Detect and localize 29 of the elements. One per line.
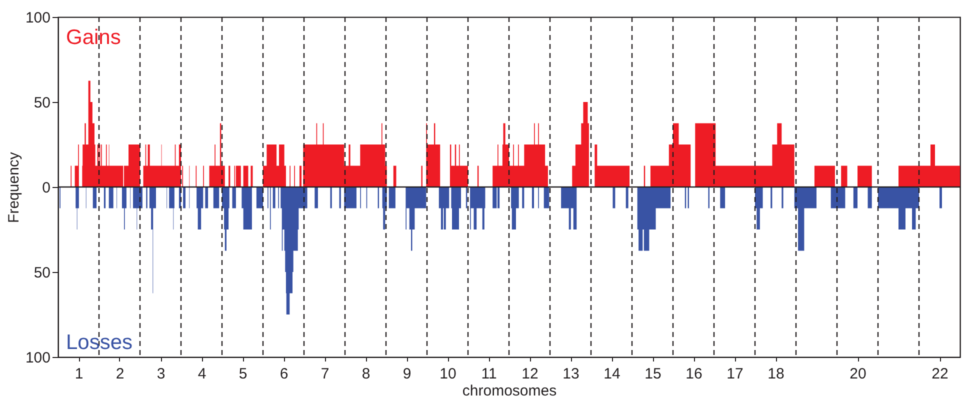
x-tick-label: 2: [116, 366, 124, 382]
x-tick-label: 18: [768, 366, 784, 382]
y-tick-label: 50: [34, 94, 50, 112]
x-tick-label: 17: [726, 366, 744, 382]
x-tick-label: 1: [74, 366, 84, 382]
x-tick-label: 16: [686, 366, 702, 382]
x-tick-label: 8: [362, 366, 370, 382]
x-axis-title: chromosomes: [462, 382, 557, 400]
text: Losses: [66, 331, 133, 354]
x-tick-label: 6: [280, 366, 288, 382]
x-tick-label: 10: [440, 366, 456, 382]
x-tick-label: 5: [238, 366, 248, 382]
y-tick-label: 100: [25, 10, 50, 26]
x-tick-label: 15: [644, 366, 662, 382]
x-tick-label: 4: [198, 366, 206, 382]
x-tick-label: 7: [320, 366, 330, 382]
y-axis-title: Frequency: [5, 152, 22, 223]
y-tick-label: 50: [34, 264, 50, 282]
y-tick-label: 0: [42, 180, 50, 196]
x-tick-label: 14: [604, 366, 620, 382]
x-tick-label: 22: [932, 366, 948, 382]
y-tick-label: 100: [25, 350, 50, 366]
x-tick-label: 11: [481, 366, 497, 382]
x-tick-label: 9: [402, 366, 412, 382]
x-tick-label: 3: [156, 366, 166, 382]
x-tick-label: 13: [562, 366, 580, 382]
series-label: Gains: [66, 26, 121, 49]
x-tick-label: 20: [850, 366, 866, 382]
x-tick-label: 12: [522, 366, 538, 382]
